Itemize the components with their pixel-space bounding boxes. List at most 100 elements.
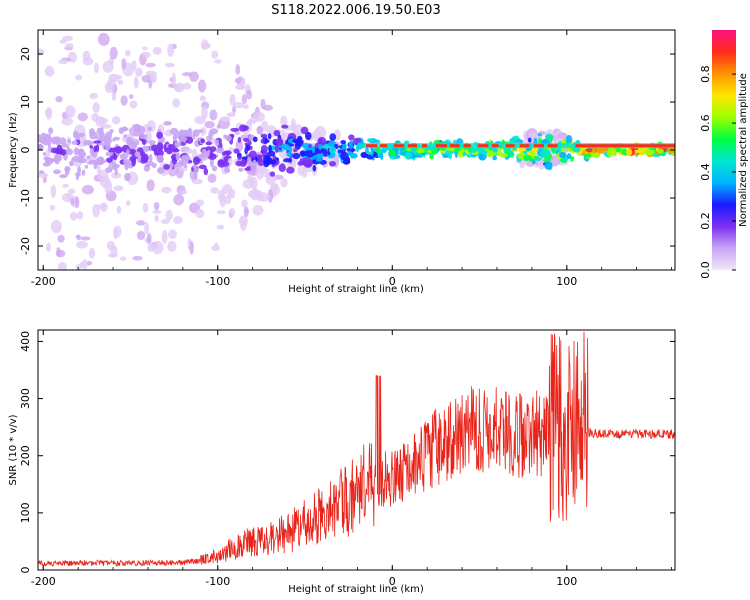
spectrogram-blob — [318, 143, 323, 150]
spectrogram-blob — [293, 148, 298, 153]
spectrogram-blob — [216, 124, 221, 129]
spectrogram-blob — [278, 163, 286, 173]
spectrogram-speckle — [216, 224, 225, 230]
spectrogram-blob — [533, 155, 540, 160]
spectrogram-blob — [204, 150, 210, 158]
spectrogram-speckle — [219, 116, 230, 122]
spectrogram-blob — [429, 152, 434, 160]
spectrogram-blob — [123, 134, 128, 138]
spectrogram-blob — [173, 134, 177, 142]
spectrogram-blob — [257, 159, 265, 166]
spectrogram-blob — [241, 159, 248, 163]
spectrogram-blob — [93, 145, 98, 153]
spectrogram-speckle — [141, 51, 151, 58]
spectrogram-y-ticks: -20 -10 0 10 20 — [19, 47, 675, 255]
spectrogram-speckle — [216, 210, 226, 215]
spectrogram-blob — [113, 163, 120, 169]
spectrogram-blob — [104, 131, 113, 140]
spectrogram-speckle — [76, 240, 88, 249]
spectrogram-blob — [300, 151, 308, 157]
spectrogram-blob — [114, 146, 123, 154]
spectrogram-speckle — [211, 137, 216, 145]
spectrogram-blob — [180, 158, 185, 166]
spectrogram-blob — [51, 147, 59, 154]
spectrogram-blob — [198, 164, 207, 170]
spectrogram-blob — [75, 172, 80, 181]
snr-y-ticks: 0 100 200 300 400 — [19, 331, 675, 574]
spectrogram-speckle — [154, 214, 159, 222]
spectrogram-blob — [260, 139, 265, 144]
spectrogram-speckle — [142, 46, 148, 51]
spectrogram-blob — [348, 134, 355, 141]
spectrogram-speckle — [211, 50, 219, 59]
spectrogram-speckle — [171, 72, 177, 86]
x-tick-label: -200 — [31, 275, 56, 288]
spectrogram-blob — [224, 167, 231, 173]
spectrogram-speckle — [179, 189, 188, 195]
spectrogram-blob — [112, 138, 116, 142]
spectrogram-speckle — [65, 43, 74, 49]
snr-x-ticks: -200 -100 0 100 — [31, 330, 672, 588]
spectrogram-speckle — [50, 184, 57, 198]
spectrogram-blob — [53, 154, 63, 162]
spectrogram-blob — [100, 127, 104, 134]
spectrogram-speckle — [226, 112, 235, 117]
spectrogram-speckle — [44, 65, 55, 77]
spectrogram-blob — [448, 151, 452, 160]
spectrogram-blob — [209, 158, 215, 168]
spectrogram-blob — [209, 128, 219, 135]
spectrogram-speckle — [243, 206, 249, 218]
spectrogram-blob — [174, 141, 182, 148]
spectrogram-speckle — [81, 184, 94, 195]
chart-title: S118.2022.006.19.50.E03 — [271, 3, 440, 18]
spectrogram-speckle — [76, 234, 81, 241]
spectrogram-blob — [69, 160, 74, 167]
snr-line — [38, 331, 675, 567]
spectrogram-blob — [626, 148, 633, 157]
spectrogram-speckle — [240, 220, 247, 232]
spectrogram-blob — [252, 136, 258, 143]
spectrogram-blob — [598, 146, 606, 154]
spectrogram-blob — [528, 156, 533, 162]
spectrogram-speckle — [142, 202, 149, 213]
spectrogram-speckle — [58, 59, 69, 65]
spectrogram-x-ticks: -200 -100 0 100 — [31, 30, 672, 288]
spectrogram-speckle — [49, 204, 56, 211]
spectrogram-blob — [272, 155, 277, 160]
spectrogram-blob — [67, 138, 72, 144]
spectrogram-blob — [156, 154, 164, 163]
spectrogram-speckle — [189, 240, 194, 255]
spectrogram-blob — [389, 155, 397, 160]
spectrogram-speckle — [65, 105, 76, 118]
spectrogram-speckle — [121, 58, 127, 70]
spectrogram-blob — [233, 148, 240, 154]
spectrogram-blob — [148, 140, 156, 145]
spectrogram-speckle — [242, 179, 255, 189]
spectrogram-x-axis-label: Height of straight line (km) — [288, 284, 424, 295]
spectrogram-blob — [64, 165, 71, 173]
spectrogram-blob — [203, 167, 209, 176]
spectrogram-blob — [538, 137, 542, 145]
spectrogram-speckle — [195, 199, 205, 207]
spectrogram-blob — [141, 145, 150, 152]
spectrogram-speckle — [146, 232, 152, 245]
spectrogram-line-segment — [435, 144, 447, 148]
colorbar-tick-label: 0.2 — [699, 212, 712, 230]
spectrogram-speckle — [111, 116, 121, 125]
spectrogram-blob — [341, 145, 346, 150]
spectrogram-blob — [246, 143, 251, 152]
spectrogram-blob — [126, 148, 130, 156]
spectrogram-blob — [193, 167, 199, 174]
x-tick-label: 100 — [556, 275, 577, 288]
spectrogram-line-segment — [380, 144, 388, 148]
colorbar-tick-label: 0.8 — [699, 65, 712, 83]
spectrogram-speckle — [75, 74, 83, 81]
y-tick-label: 0 — [19, 147, 32, 154]
spectrogram-speckle — [120, 95, 128, 106]
spectrogram-blob — [151, 162, 157, 168]
spectrogram-speckle — [204, 120, 215, 129]
spectrogram-speckle — [61, 117, 74, 126]
spectrogram-blob — [607, 149, 614, 157]
spectrogram-line-core — [575, 144, 675, 148]
